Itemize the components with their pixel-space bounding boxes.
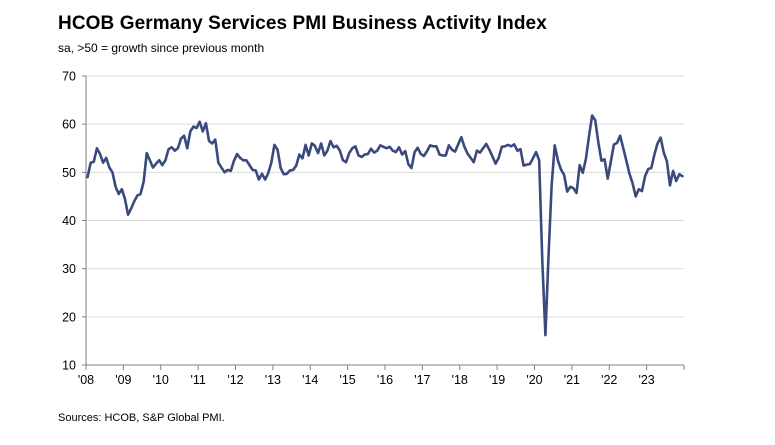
y-tick-label-70: 70 bbox=[62, 70, 76, 84]
x-tick-label: '12 bbox=[227, 373, 243, 387]
x-tick-label: '11 bbox=[190, 373, 205, 387]
x-tick-label: '13 bbox=[265, 373, 281, 387]
axes bbox=[82, 75, 685, 370]
y-tick-label-60: 60 bbox=[62, 118, 76, 132]
x-axis-tick-labels: '08 '09 '10 '11 '12 '13 '14 '15 '16 '17 '18 '19 '20 '… bbox=[78, 373, 655, 387]
x-tick-label: '15 bbox=[339, 373, 355, 387]
series-layer bbox=[86, 114, 684, 337]
y-tick-label-40: 40 bbox=[62, 214, 76, 228]
y-axis-tick-labels: 10 20 30 40 50 60 70 bbox=[62, 70, 76, 373]
x-tick-label: '22 bbox=[601, 373, 617, 387]
y-tick-label-50: 50 bbox=[62, 166, 76, 180]
series-line-0 bbox=[86, 114, 684, 337]
x-tick-label: '09 bbox=[115, 373, 131, 387]
y-tick-label-10: 10 bbox=[62, 359, 76, 373]
x-tick-label: '18 bbox=[452, 373, 468, 387]
gridlines bbox=[86, 75, 684, 318]
x-tick-label: '10 bbox=[153, 373, 169, 387]
chart-subtitle: sa, >50 = growth since previous month bbox=[58, 41, 265, 55]
y-tick-label-30: 30 bbox=[62, 262, 76, 276]
x-tick-label: '23 bbox=[638, 373, 654, 387]
x-tick-label: '16 bbox=[377, 373, 393, 387]
x-tick-label: '20 bbox=[526, 373, 542, 387]
x-tick-label: '19 bbox=[489, 373, 505, 387]
chart-title: HCOB Germany Services PMI Business Activ… bbox=[58, 13, 547, 34]
x-tick-label: '14 bbox=[302, 373, 318, 387]
x-tick-label: '21 bbox=[564, 373, 580, 387]
y-tick-label-20: 20 bbox=[62, 310, 76, 324]
source-note: Sources: HCOB, S&P Global PMI. bbox=[58, 412, 225, 424]
x-tick-label: '08 bbox=[78, 373, 94, 387]
x-tick-label: '17 bbox=[414, 373, 430, 387]
